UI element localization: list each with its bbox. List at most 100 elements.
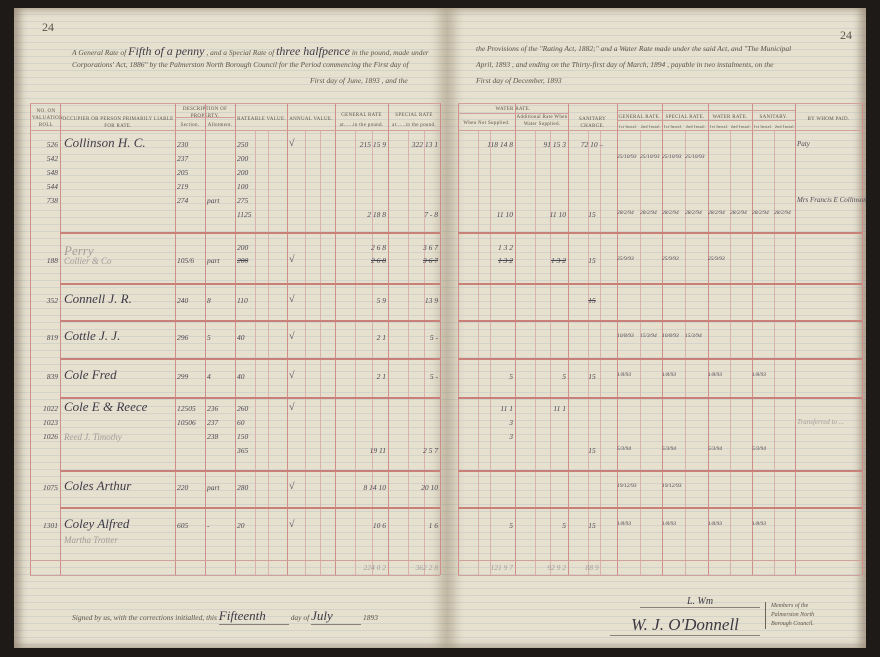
row-separator [60,470,440,472]
header-instalment: 1st Instal. [753,124,773,129]
general-rate-amount: Fifth of a penny [128,44,205,58]
heading-right-line3: First day of December, 1893 [476,76,562,85]
total-general: 224 0 2 [363,563,387,572]
header-by-whom-paid: By Whom Paid. [807,117,850,122]
column-rule [60,103,61,575]
cell-s2: 28/2/94 [685,210,702,216]
cell-n1: 5/3/94 [752,446,767,452]
column-subrule [640,130,641,575]
members-line: Members of the [771,603,809,609]
occupier-name: Cole Fred [64,367,117,382]
column-rule [662,103,663,575]
cell-n1: 1/8/93 [752,372,767,378]
cell-section: 237 [177,154,189,163]
cell-rateable: 250 [237,140,249,149]
heading-left-line1: A General Rate of Fifth of a penny , and… [72,44,429,59]
header-sanitary-charge: Sanitary Charge. [578,117,606,129]
cell-g2: 25/10/93 [640,154,660,160]
cell-g1: 5/3/94 [617,446,632,452]
members-line: Palmerston North [771,612,815,618]
cell-allot: 4 [207,372,211,381]
header-special-rate: Special Rate [395,113,433,118]
cell-w1: 1/8/93 [708,521,723,527]
column-subrule [550,130,551,575]
cell-s2: 25/10/93 [685,154,705,160]
header-subrule [175,117,235,118]
signature-1: L. Wm [640,596,760,608]
cell-g1: 28/2/94 [617,210,634,216]
cell-additional: 11 1 [553,404,566,413]
checkmark-icon: √ [289,370,295,381]
cell-general: 5 9 [376,296,386,305]
table-bottom-rule [458,575,862,576]
cell-section: 105/6 [177,256,195,265]
cell-water-ns: 118 14 8 [487,140,513,149]
cell-special: 1 6 [428,521,438,530]
header-description: Description of Property. [182,107,228,119]
row-separator [60,283,440,285]
header-rateable-value: Rateable Value. [237,117,286,122]
column-rule [515,103,516,575]
column-subrule [320,130,321,575]
column-subrule [424,130,425,575]
header-paid-special: Special Rate. [665,115,705,120]
header-general-rate: General Rate [341,113,382,118]
column-subrule [600,130,601,575]
occupier-name: Coles Arthur [64,478,132,493]
cell-vno: 1026 [43,432,58,441]
header-instalment: 1st Instal. [618,124,638,129]
totals-rule [458,560,862,561]
cell-w1: 1/8/93 [708,372,723,378]
cell-n1: 28/2/94 [752,210,769,216]
cell-special: 2 5 7 [423,446,438,455]
special-rate-amount: three halfpence [276,44,350,58]
heading-left-line3: First day of June, 1893 , and the [310,76,408,85]
cell-section: 220 [177,483,189,492]
cell-g1: 25/9/93 [617,256,634,262]
page-number-right: 24 [840,28,852,42]
row-separator [458,358,862,360]
cell-allot: part [207,196,220,205]
checkmark-icon: √ [289,331,295,342]
cell-rateable: 60 [237,418,245,427]
cell-w1: 28/2/94 [708,210,725,216]
header-water-rate: Water Rate. [495,107,531,112]
cell-s1: 25/9/93 [662,256,679,262]
column-rule [287,103,288,575]
signed-statement: Signed by us, with the corrections initi… [72,608,378,625]
cell-allot: 5 [207,333,211,342]
header-bottom-rule [458,130,862,131]
cell-section: 230 [177,140,189,149]
cell-vno: 738 [46,196,58,205]
cell-special: 5 - [429,333,438,342]
cell-sanitary: 15 [588,210,596,219]
cell-general: 2 18 8 [367,210,386,219]
cell-vno: 1301 [43,521,58,530]
cell-s1: 1/8/93 [662,521,677,527]
cell-section: 205 [177,168,189,177]
cell-water-ns: 5 [509,372,513,381]
cell-allot: - [207,521,210,530]
column-rule [617,103,618,575]
year-text: 1893 [362,613,378,622]
cell-water-ns: 11 10 [496,210,513,219]
cell-rateable: 20 [237,521,245,530]
column-subrule [774,130,775,575]
header-instalment: 1st Instal. [709,124,729,129]
cell-water-ns: 11 1 [500,404,513,413]
cell-allot: 8 [207,296,211,305]
occupier-name: Collier & Co [64,256,112,266]
header-allotment: Allotment. [207,123,233,128]
cell-allot: part [207,256,220,265]
row-separator [458,320,862,322]
column-rule [235,103,236,575]
day-of-text: day of [290,613,310,622]
right-page [447,8,866,648]
header-when-not-supplied: When Not Supplied. [463,121,510,126]
cell-special: 7 - 8 [424,210,438,219]
cell-vno: 819 [46,333,58,342]
heading-text: A General Rate of [72,48,127,57]
totals-rule [30,560,440,561]
header-paid-general: General Rate. [618,115,661,120]
occupier-name: Coley Alfred [64,516,130,531]
